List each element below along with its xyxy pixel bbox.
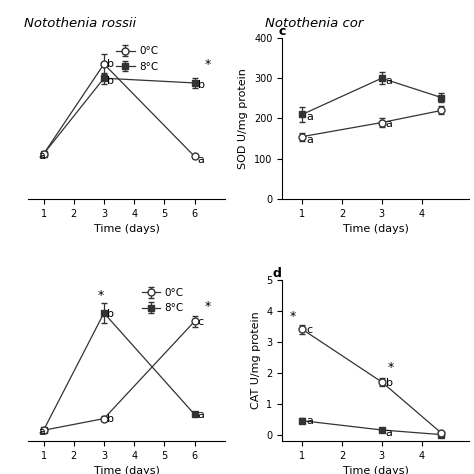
Text: *: *: [290, 310, 296, 323]
Text: a: a: [198, 410, 204, 420]
X-axis label: Time (days): Time (days): [343, 224, 409, 234]
Legend: 0°C, 8°C: 0°C, 8°C: [116, 46, 158, 72]
Text: b: b: [107, 309, 114, 319]
Text: a: a: [386, 76, 392, 86]
Text: a: a: [306, 416, 313, 426]
Text: c: c: [279, 25, 286, 38]
X-axis label: Time (days): Time (days): [94, 224, 160, 234]
X-axis label: Time (days): Time (days): [343, 466, 409, 474]
Y-axis label: CAT U/mg protein: CAT U/mg protein: [251, 311, 261, 409]
Text: b: b: [107, 59, 114, 69]
Text: a: a: [386, 119, 392, 129]
Legend: 0°C, 8°C: 0°C, 8°C: [142, 288, 184, 313]
Text: a: a: [306, 136, 313, 146]
Text: a: a: [38, 151, 45, 161]
Text: Notothenia rossii: Notothenia rossii: [24, 17, 136, 29]
X-axis label: Time (days): Time (days): [94, 466, 160, 474]
Text: c: c: [198, 317, 204, 327]
Text: a: a: [38, 427, 45, 437]
Text: b: b: [107, 414, 114, 424]
Text: a: a: [386, 428, 392, 438]
Text: d: d: [273, 267, 282, 280]
Text: a: a: [198, 155, 204, 165]
Text: b: b: [198, 80, 205, 90]
Text: a: a: [306, 112, 313, 122]
Text: b: b: [107, 76, 114, 86]
Text: b: b: [386, 378, 393, 388]
Y-axis label: SOD U/mg protein: SOD U/mg protein: [238, 68, 248, 169]
Text: *: *: [205, 300, 211, 313]
Text: c: c: [306, 326, 312, 336]
Text: *: *: [388, 361, 394, 374]
Text: *: *: [205, 58, 211, 71]
Text: *: *: [97, 289, 103, 302]
Text: Notothenia cor: Notothenia cor: [265, 17, 364, 29]
